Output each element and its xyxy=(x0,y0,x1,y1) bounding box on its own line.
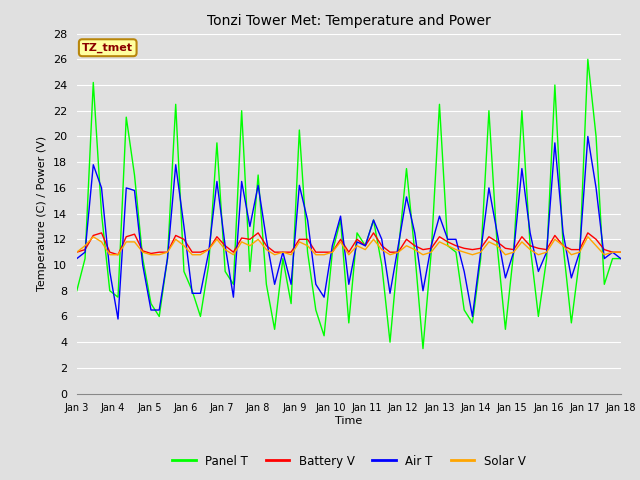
Line: Panel T: Panel T xyxy=(77,60,621,348)
Solar V xyxy=(131,239,138,245)
Battery V xyxy=(312,249,319,255)
Legend: Panel T, Battery V, Air T, Solar V: Panel T, Battery V, Air T, Solar V xyxy=(168,450,530,472)
Air T xyxy=(114,316,122,322)
Solar V xyxy=(312,252,319,258)
Panel T xyxy=(320,333,328,338)
Air T xyxy=(617,256,625,262)
Battery V xyxy=(114,252,122,258)
Title: Tonzi Tower Met: Temperature and Power: Tonzi Tower Met: Temperature and Power xyxy=(207,14,491,28)
Battery V xyxy=(73,249,81,255)
Text: TZ_tmet: TZ_tmet xyxy=(82,43,133,53)
Air T xyxy=(584,133,591,139)
Air T xyxy=(576,249,584,255)
Battery V xyxy=(337,237,344,242)
Solar V xyxy=(156,252,163,258)
Panel T xyxy=(576,256,584,262)
Panel T xyxy=(296,127,303,133)
Battery V xyxy=(156,249,163,255)
Line: Battery V: Battery V xyxy=(77,233,621,255)
Solar V xyxy=(502,252,509,258)
X-axis label: Time: Time xyxy=(335,416,362,426)
Y-axis label: Temperature (C) / Power (V): Temperature (C) / Power (V) xyxy=(37,136,47,291)
Battery V xyxy=(584,230,591,236)
Panel T xyxy=(73,288,81,294)
Solar V xyxy=(337,239,344,245)
Air T xyxy=(147,307,155,313)
Panel T xyxy=(617,256,625,262)
Solar V xyxy=(584,234,591,240)
Battery V xyxy=(502,245,509,251)
Air T xyxy=(304,217,312,223)
Battery V xyxy=(131,231,138,237)
Panel T xyxy=(139,256,147,262)
Solar V xyxy=(90,234,97,240)
Solar V xyxy=(106,252,114,258)
Panel T xyxy=(584,57,591,62)
Panel T xyxy=(114,294,122,300)
Panel T xyxy=(419,346,427,351)
Line: Solar V: Solar V xyxy=(77,237,621,255)
Line: Air T: Air T xyxy=(77,136,621,319)
Air T xyxy=(73,256,81,262)
Panel T xyxy=(493,243,501,249)
Solar V xyxy=(73,249,81,255)
Battery V xyxy=(617,249,625,255)
Solar V xyxy=(617,249,625,255)
Air T xyxy=(122,185,130,191)
Air T xyxy=(328,243,336,249)
Battery V xyxy=(98,230,106,236)
Air T xyxy=(493,230,501,236)
